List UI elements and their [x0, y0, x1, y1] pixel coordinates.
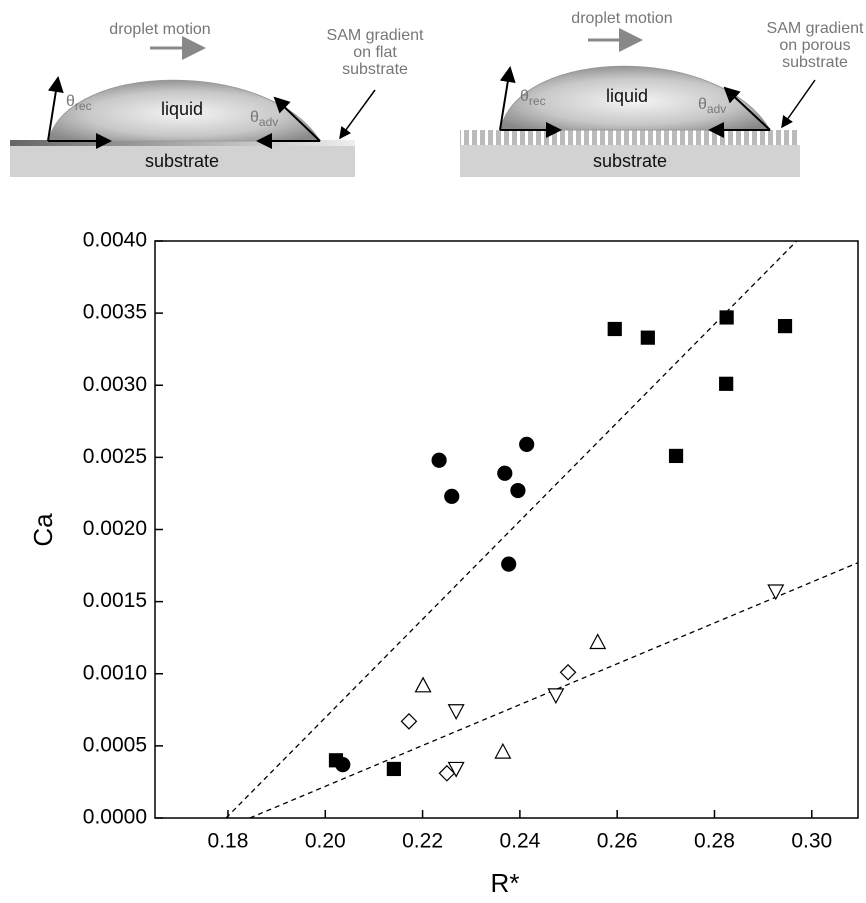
droplet	[499, 65, 771, 131]
sam-label: on porous	[779, 37, 850, 54]
y-tick-label: 0.0030	[83, 373, 147, 396]
data-point	[447, 761, 465, 778]
y-tick-label: 0.0000	[83, 806, 147, 829]
y-tick-label: 0.0040	[83, 229, 147, 252]
x-tick-label: 0.30	[791, 830, 832, 853]
sam-label: on flat	[353, 44, 397, 61]
schematic-flat: droplet motion SAM gradient on flat subs…	[10, 21, 424, 177]
data-point	[777, 319, 793, 334]
theta: θ	[698, 96, 707, 113]
substrate-label: substrate	[593, 151, 667, 171]
x-tick-label: 0.20	[305, 830, 346, 853]
theta-sub: adv	[259, 115, 278, 129]
sam-label: SAM gradient	[767, 20, 864, 37]
sam-gradient	[10, 140, 355, 146]
x-tick-label: 0.22	[402, 830, 443, 853]
data-point	[494, 742, 512, 759]
data-point	[510, 482, 526, 499]
theta: θ	[520, 88, 529, 105]
data-point	[640, 330, 655, 345]
theta-adv: θadv	[698, 96, 726, 116]
theta: θ	[66, 93, 75, 110]
x-tick-label: 0.24	[499, 830, 540, 853]
data-point	[547, 688, 565, 705]
data-point	[431, 452, 447, 468]
y-tick-label: 0.0015	[83, 589, 147, 612]
data-point	[335, 757, 351, 773]
theta-rec: θrec	[520, 88, 546, 108]
data-point	[559, 663, 577, 681]
data-point	[400, 713, 418, 730]
y-tick-label: 0.0005	[83, 733, 147, 756]
schematic-porous: droplet motion SAM gradient on porous su…	[460, 10, 864, 177]
substrate	[10, 145, 355, 177]
fit-line	[225, 241, 798, 818]
x-tick-label: 0.18	[208, 830, 249, 853]
data-point	[519, 436, 535, 452]
liquid-label: liquid	[606, 86, 648, 106]
data-point	[497, 465, 513, 481]
substrate-label: substrate	[145, 151, 219, 171]
data-point	[719, 310, 734, 325]
liquid-label: liquid	[161, 99, 203, 119]
data-point	[414, 676, 432, 693]
x-tick-label: 0.28	[694, 830, 735, 853]
y-axis-title: Ca	[28, 513, 58, 547]
y-tick-label: 0.0035	[83, 301, 147, 324]
sam-label: substrate	[782, 54, 848, 71]
data-point	[447, 704, 465, 721]
motion-label: droplet motion	[109, 21, 210, 38]
data-point	[668, 448, 684, 464]
y-tick-label: 0.0010	[83, 661, 147, 684]
theta: θ	[250, 109, 259, 126]
data-point	[589, 633, 607, 650]
fit-line	[249, 562, 858, 818]
theta-sub: rec	[529, 94, 546, 108]
theta-sub: rec	[75, 99, 92, 113]
data-point	[444, 488, 460, 504]
plot-frame	[154, 240, 859, 819]
motion-label: droplet motion	[571, 10, 672, 27]
x-tick-label: 0.26	[597, 830, 638, 853]
data-point	[438, 764, 456, 782]
theta-adv: θadv	[250, 109, 278, 129]
sam-label: SAM gradient	[327, 27, 424, 44]
sam-label: substrate	[342, 61, 408, 78]
droplet	[47, 79, 321, 142]
theta-sub: adv	[707, 102, 726, 116]
data-point	[501, 556, 517, 572]
y-tick-label: 0.0025	[83, 445, 147, 468]
pores	[460, 130, 800, 145]
data-point	[767, 584, 785, 601]
data-point	[386, 761, 401, 777]
theta-rec: θrec	[66, 93, 92, 113]
data-point	[719, 376, 734, 391]
substrate	[460, 145, 800, 177]
data-point	[607, 321, 622, 337]
x-axis-title: R*	[491, 868, 520, 898]
y-tick-label: 0.0020	[83, 517, 147, 540]
